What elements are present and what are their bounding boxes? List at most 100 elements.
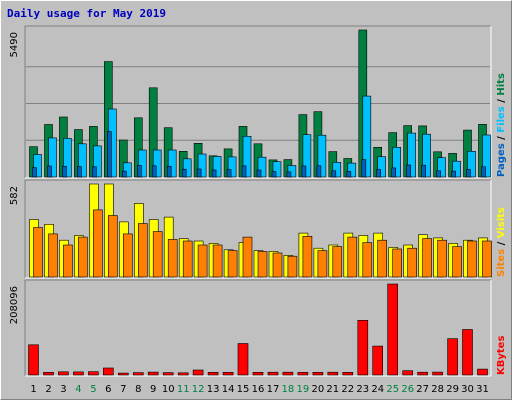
- files-bar-7: [123, 162, 132, 178]
- label-separator: /: [496, 96, 507, 107]
- pages-bar-31: [481, 166, 486, 178]
- files-bar-18: [287, 165, 297, 178]
- files-bar-25: [392, 147, 402, 178]
- sites-bar-3: [63, 244, 73, 278]
- x-tick-label-28: 28: [431, 384, 444, 395]
- pages-bar-11: [181, 168, 187, 178]
- pages-bar-22: [346, 171, 352, 178]
- kbytes-bar-4: [73, 371, 84, 376]
- x-tick-label-12: 12: [192, 384, 205, 395]
- files-bar-26: [407, 132, 417, 178]
- pages-bar-14: [226, 169, 232, 178]
- kbytes-bar-16: [252, 371, 264, 376]
- files-bar-11: [182, 158, 192, 178]
- files-bar-20: [317, 134, 327, 178]
- kbytes-bar-30: [462, 329, 473, 376]
- label-separator: /: [496, 238, 507, 249]
- kbytes-bar-15: [237, 343, 249, 376]
- label-separator: /: [496, 133, 507, 144]
- x-tick-label-3: 3: [60, 384, 66, 395]
- x-tick-label-25: 25: [386, 384, 399, 395]
- pages-bar-18: [286, 171, 292, 178]
- sites-bar-27: [422, 238, 432, 278]
- kbytes-bar-9: [147, 371, 159, 376]
- kbytes-bar-6: [103, 367, 114, 376]
- pages-bar-1: [32, 167, 37, 178]
- pages-bar-2: [47, 165, 52, 178]
- x-tick-label-20: 20: [312, 384, 325, 395]
- pages-bar-13: [211, 169, 217, 178]
- label-visits: Visits: [496, 207, 507, 238]
- x-tick-label-7: 7: [120, 384, 126, 395]
- sites-bar-16: [257, 251, 268, 278]
- kbytes-bar-29: [447, 338, 458, 376]
- files-bar-21: [332, 162, 342, 178]
- files-bar-8: [138, 149, 147, 178]
- panel-3-background: [25, 280, 491, 376]
- pages-bar-8: [137, 165, 142, 178]
- kbytes-bar-10: [162, 372, 174, 376]
- x-tick-label-29: 29: [446, 384, 459, 395]
- files-bar-12: [197, 153, 207, 178]
- x-tick-label-24: 24: [371, 384, 384, 395]
- sites-bar-11: [182, 240, 193, 278]
- x-tick-label-21: 21: [326, 384, 339, 395]
- files-bar-1: [33, 154, 42, 178]
- files-bar-31: [482, 134, 491, 178]
- x-tick-label-17: 17: [267, 384, 280, 395]
- sites-bar-9: [152, 231, 163, 278]
- sites-bar-10: [167, 239, 178, 278]
- panel-2-ymax-label: 582: [9, 186, 20, 205]
- pages-bar-9: [151, 165, 157, 178]
- x-tick-label-26: 26: [401, 384, 414, 395]
- sites-bar-19: [302, 236, 313, 278]
- x-tick-label-10: 10: [162, 384, 175, 395]
- x-tick-label-14: 14: [222, 384, 235, 395]
- pages-bar-15: [241, 165, 247, 178]
- files-bar-15: [242, 136, 252, 178]
- pages-bar-7: [122, 170, 127, 178]
- kbytes-bar-25: [387, 283, 399, 376]
- pages-bar-4: [77, 166, 82, 178]
- sites-bar-2: [48, 233, 58, 278]
- kbytes-bar-12: [192, 369, 204, 376]
- files-bar-28: [437, 157, 446, 178]
- files-bar-19: [302, 134, 312, 178]
- x-tick-label-15: 15: [237, 384, 250, 395]
- pages-bar-16: [256, 169, 262, 178]
- sites-bar-23: [362, 242, 373, 278]
- pages-bar-5: [92, 166, 97, 178]
- kbytes-bar-22: [342, 371, 354, 376]
- sites-bar-5: [93, 209, 103, 278]
- pages-bar-28: [436, 170, 441, 178]
- kbytes-bar-5: [88, 371, 99, 376]
- files-bar-4: [78, 143, 87, 178]
- files-bar-17: [272, 161, 282, 178]
- label-hits: Hits: [496, 73, 507, 96]
- sites-bar-18: [287, 255, 298, 278]
- files-bar-14: [227, 156, 237, 178]
- kbytes-bar-17: [267, 371, 279, 376]
- pages-bar-3: [62, 166, 67, 178]
- pages-bar-21: [331, 170, 337, 178]
- x-tick-label-9: 9: [150, 384, 156, 395]
- label-sites: Sites: [496, 249, 507, 277]
- x-tick-label-22: 22: [341, 384, 354, 395]
- sites-bar-4: [78, 236, 88, 278]
- kbytes-bar-11: [177, 372, 189, 376]
- x-tick-label-27: 27: [416, 384, 429, 395]
- files-bar-3: [63, 138, 72, 178]
- pages-bar-25: [391, 167, 397, 178]
- pages-bar-27: [421, 164, 426, 178]
- pages-bar-30: [466, 169, 471, 178]
- x-tick-label-19: 19: [297, 384, 310, 395]
- sites-bar-30: [467, 240, 477, 278]
- files-bar-22: [347, 162, 357, 178]
- files-bar-30: [467, 151, 476, 178]
- sites-bar-31: [482, 240, 492, 278]
- files-bar-27: [422, 133, 431, 178]
- sites-bar-1: [33, 227, 43, 278]
- files-bar-2: [48, 137, 57, 178]
- sites-bar-7: [123, 233, 133, 278]
